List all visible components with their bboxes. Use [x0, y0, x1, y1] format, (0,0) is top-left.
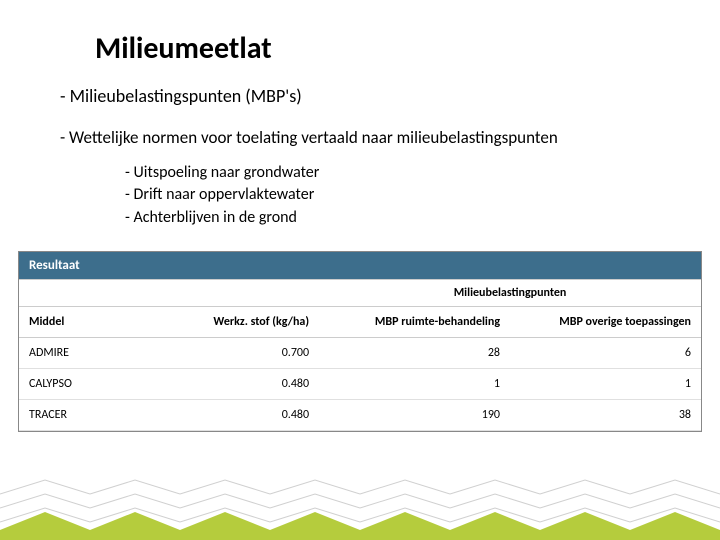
bullet-mbp: - Milieubelastingspunten (MBP's) [60, 85, 660, 107]
page-title: Milieumeetlat [95, 30, 660, 67]
column-group-mbp: Milieubelastingpunten [319, 280, 701, 307]
subbullet-achterblijven: - Achterblijven in de grond [125, 207, 660, 229]
cell-middel: CALYPSO [19, 369, 155, 400]
cell-middel: ADMIRE [19, 338, 155, 369]
result-table: Resultaat Milieubelastingpunten Middel W… [18, 251, 702, 432]
cell-mbp2: 38 [510, 400, 701, 431]
cell-mbp2: 1 [510, 369, 701, 400]
cell-werkz: 0.480 [155, 400, 319, 431]
col-werkz: Werkz. stof (kg/ha) [155, 307, 319, 338]
table-row: TRACER 0.480 190 38 [19, 400, 701, 431]
subbullet-uitspoeling: - Uitspoeling naar grondwater [125, 162, 660, 184]
cell-middel: TRACER [19, 400, 155, 431]
table-row: CALYPSO 0.480 1 1 [19, 369, 701, 400]
col-mbp-overige: MBP overige toepassingen [510, 307, 701, 338]
cell-mbp1: 28 [319, 338, 510, 369]
table-row: ADMIRE 0.700 28 6 [19, 338, 701, 369]
cell-mbp1: 190 [319, 400, 510, 431]
result-header: Resultaat [19, 252, 701, 279]
col-middel: Middel [19, 307, 155, 338]
cell-mbp2: 6 [510, 338, 701, 369]
bullet-normen: - Wettelijke normen voor toelating verta… [60, 127, 660, 148]
cell-mbp1: 1 [319, 369, 510, 400]
cell-werkz: 0.700 [155, 338, 319, 369]
cell-werkz: 0.480 [155, 369, 319, 400]
footer-decoration [0, 470, 720, 540]
col-mbp-ruimte: MBP ruimte-behandeling [319, 307, 510, 338]
subbullet-drift: - Drift naar oppervlaktewater [125, 184, 660, 206]
